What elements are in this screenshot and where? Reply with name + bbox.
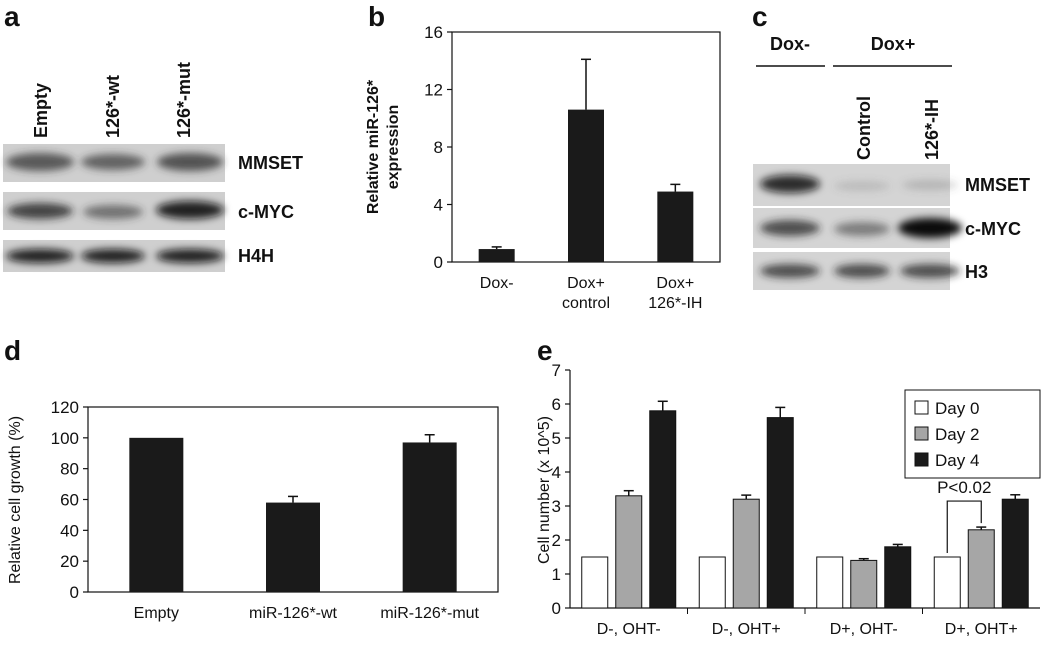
x-tick-label: Empty bbox=[134, 605, 179, 622]
lane-label: 126*-IH bbox=[922, 99, 942, 160]
legend-label: Day 4 bbox=[935, 451, 979, 470]
lane-label: Empty bbox=[31, 83, 51, 138]
x-tick-label: D+, OHT+ bbox=[945, 621, 1018, 638]
bar bbox=[732, 498, 760, 609]
x-tick-label: miR-126*-mut bbox=[380, 605, 479, 622]
bar bbox=[766, 417, 794, 609]
row-label: MMSET bbox=[965, 175, 1030, 195]
blot-panel-c: c Dox- Dox+ Control 126*-IH MMSET c-MYC … bbox=[752, 1, 1030, 290]
y-tick-label: 6 bbox=[552, 395, 561, 414]
row-label: H4H bbox=[238, 246, 274, 266]
x-tick-label: Dox- bbox=[480, 275, 514, 292]
bar bbox=[581, 556, 609, 609]
bar bbox=[657, 191, 694, 262]
bar bbox=[266, 502, 320, 592]
bar bbox=[933, 556, 961, 609]
y-tick-label: 120 bbox=[51, 398, 79, 417]
bar bbox=[698, 556, 726, 609]
x-tick-label: miR-126*-wt bbox=[249, 605, 338, 622]
y-tick-label: 100 bbox=[51, 429, 79, 448]
y-tick-label: 2 bbox=[552, 531, 561, 550]
legend-label: Day 2 bbox=[935, 425, 979, 444]
group-label: Dox- bbox=[770, 34, 810, 54]
legend-swatch bbox=[914, 452, 929, 467]
y-tick-label: 80 bbox=[60, 460, 79, 479]
x-tick-label: D-, OHT- bbox=[597, 621, 661, 638]
bar bbox=[568, 109, 604, 262]
lane-label: 126*-mut bbox=[174, 62, 194, 138]
y-tick-label: 7 bbox=[552, 361, 561, 380]
panel-letter: b bbox=[368, 1, 385, 32]
row-label: c-MYC bbox=[965, 219, 1021, 239]
x-tick-label: D+, OHT- bbox=[830, 621, 898, 638]
bar bbox=[402, 442, 457, 592]
panel-letter: a bbox=[4, 1, 20, 32]
y-tick-label: 4 bbox=[552, 463, 561, 482]
y-axis-label: Relative miR-126* expression bbox=[365, 79, 402, 214]
group-label: Dox+ bbox=[871, 34, 916, 54]
lane-label: 126*-wt bbox=[103, 75, 123, 138]
y-tick-label: 3 bbox=[552, 497, 561, 516]
bar bbox=[129, 437, 184, 592]
lane-label: Control bbox=[854, 96, 874, 160]
bands bbox=[760, 175, 962, 278]
panel-letter: e bbox=[537, 335, 553, 366]
bar bbox=[478, 249, 515, 262]
y-tick-label: 4 bbox=[434, 196, 443, 215]
y-tick-label: 0 bbox=[552, 599, 561, 618]
annotation: P<0.02 bbox=[937, 478, 991, 497]
y-tick-label: 5 bbox=[552, 429, 561, 448]
bar bbox=[967, 529, 995, 609]
x-tick-label: D-, OHT+ bbox=[712, 621, 781, 638]
y-tick-label: 20 bbox=[60, 552, 79, 571]
row-label: H3 bbox=[965, 262, 988, 282]
bar bbox=[649, 410, 677, 609]
bar bbox=[816, 556, 844, 609]
significance-bracket bbox=[946, 500, 982, 553]
bar bbox=[884, 546, 912, 609]
y-axis-label-line: Relative miR-126* bbox=[365, 79, 382, 214]
blot-panel-a: a Empty 126*-wt 126*-mut MMSET c-MYC H4H bbox=[3, 1, 303, 272]
bar bbox=[615, 495, 643, 609]
bands bbox=[6, 153, 224, 263]
y-axis-label: Relative cell growth (%) bbox=[7, 416, 24, 584]
y-tick-label: 40 bbox=[60, 521, 79, 540]
x-tick-label: Dox+ control bbox=[562, 275, 610, 312]
x-tick-label-line: Dox+ bbox=[567, 275, 605, 292]
legend-swatch bbox=[914, 400, 929, 415]
bar bbox=[1001, 498, 1029, 609]
x-tick-label: Dox+ 126*-IH bbox=[648, 275, 702, 312]
panel-letter: d bbox=[4, 335, 21, 366]
y-tick-label: 1 bbox=[552, 565, 561, 584]
x-tick-label-line: Dox+ bbox=[656, 275, 694, 292]
y-tick-label: 0 bbox=[70, 583, 79, 602]
x-tick-label-line: control bbox=[562, 295, 610, 312]
y-tick-label: 0 bbox=[434, 253, 443, 272]
row-label: c-MYC bbox=[238, 202, 294, 222]
y-axis-label-line: expression bbox=[385, 105, 402, 189]
y-tick-label: 12 bbox=[424, 81, 443, 100]
panel-letter: c bbox=[752, 1, 768, 32]
legend-label: Day 0 bbox=[935, 399, 979, 418]
y-axis-label: Cell number (x 10^5) bbox=[536, 416, 553, 564]
y-tick-label: 8 bbox=[434, 138, 443, 157]
bar bbox=[850, 559, 878, 609]
x-tick-label-line: 126*-IH bbox=[648, 295, 702, 312]
legend-swatch bbox=[914, 426, 929, 441]
y-tick-label: 60 bbox=[60, 491, 79, 510]
row-label: MMSET bbox=[238, 153, 303, 173]
y-tick-label: 16 bbox=[424, 23, 443, 42]
